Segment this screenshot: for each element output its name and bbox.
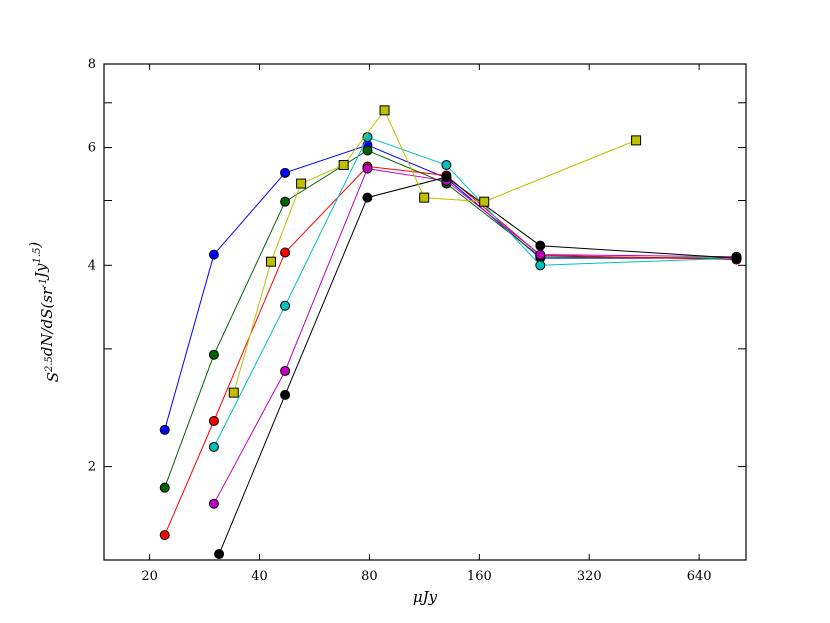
series-4 (208, 132, 742, 452)
series-line (164, 149, 737, 488)
data-point (631, 135, 642, 146)
series-line (213, 136, 737, 448)
data-point (159, 424, 170, 435)
data-point (362, 163, 373, 174)
series-6 (214, 172, 742, 560)
x-tick-label: 160 (467, 569, 492, 584)
y-tick-label: 4 (88, 258, 96, 273)
series-2 (159, 145, 742, 493)
data-point (208, 498, 219, 509)
series-line (164, 144, 737, 430)
series-line (213, 168, 737, 504)
x-axis-title: μJy (413, 588, 438, 606)
series-3 (159, 161, 742, 541)
data-point (214, 549, 225, 560)
ticks-layer: 20 40 80 160 320 640 2 4 6 8 (88, 57, 746, 584)
series-line (218, 176, 737, 555)
data-point (731, 253, 742, 264)
data-point (208, 349, 219, 360)
series-line (233, 109, 637, 393)
series-layer (159, 105, 742, 560)
x-tick-label: 320 (577, 569, 602, 584)
data-point (379, 105, 390, 116)
data-point (441, 160, 452, 171)
data-point (419, 192, 430, 203)
data-point (479, 196, 490, 207)
data-point (535, 249, 546, 260)
data-point (535, 260, 546, 271)
y-tick-label: 6 (88, 141, 96, 156)
x-tick-label: 80 (361, 569, 378, 584)
data-point (159, 482, 170, 493)
data-point (208, 416, 219, 427)
data-point (441, 172, 452, 183)
data-point (280, 247, 291, 258)
plot-frame (103, 63, 747, 561)
y-tick-label: 8 (88, 57, 96, 72)
data-point (280, 300, 291, 311)
data-point (208, 441, 219, 452)
data-point (228, 387, 239, 398)
data-point (280, 389, 291, 400)
data-point (362, 145, 373, 156)
data-point (535, 240, 546, 251)
y-tick-label: 2 (88, 460, 96, 475)
data-point (159, 530, 170, 541)
data-point (208, 249, 219, 260)
svg-text:S2.5dN/dS(sr-1Jy1.5): S2.5dN/dS(sr-1Jy1.5) (26, 242, 62, 383)
data-point (362, 192, 373, 203)
series-7 (228, 105, 642, 398)
data-point (296, 178, 307, 189)
data-point (280, 365, 291, 376)
data-point (265, 256, 276, 267)
x-tick-label: 640 (687, 569, 712, 584)
data-point (280, 167, 291, 178)
x-tick-label: 20 (141, 569, 158, 584)
series-line (164, 165, 737, 536)
data-point (280, 196, 291, 207)
x-tick-label: 40 (251, 569, 268, 584)
data-point (338, 160, 349, 171)
y-axis-title: S2.5dN/dS(sr-1Jy1.5) (26, 242, 62, 383)
